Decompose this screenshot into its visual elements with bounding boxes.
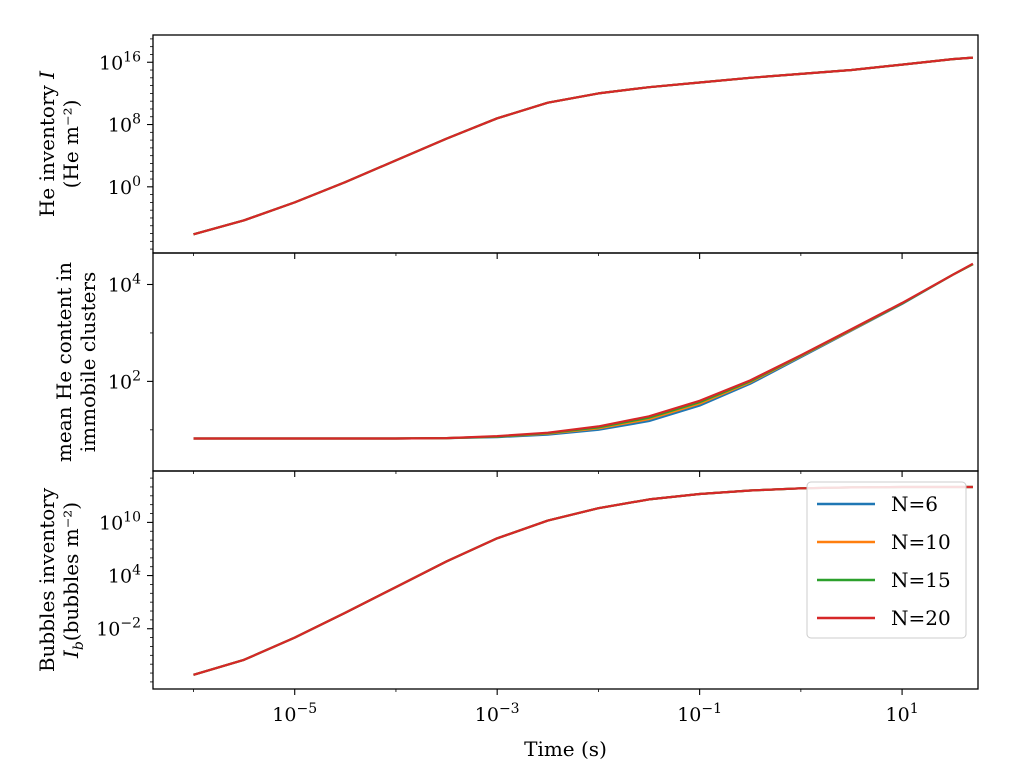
series-group	[193, 56, 973, 236]
legend-label: N=6	[891, 492, 938, 516]
legend-item: N=15	[817, 568, 951, 592]
y-axis-label: mean He content inimmobile clusters	[52, 262, 100, 462]
panels: 1016 108 100 He inventory I(He m⁻²) 104 102 me…	[35, 34, 979, 761]
series-line-n-20	[193, 262, 974, 440]
y-tick-label: 1010	[99, 509, 141, 534]
legend-label: N=10	[891, 530, 951, 554]
y-axis-label: Bubbles inventoryIb(bubbles m⁻²)	[35, 487, 87, 672]
legend-label: N=20	[891, 606, 951, 630]
legend: N=6 N=10 N=15 N=20	[806, 481, 967, 639]
series-line-n-20	[193, 56, 973, 236]
legend-item: N=20	[817, 606, 951, 630]
y-tick-label: 1016	[99, 49, 141, 74]
legend-box	[806, 481, 967, 639]
panel-middle: 104 102 mean He content inimmobile cluster…	[52, 252, 979, 477]
legend-item: N=10	[817, 530, 951, 554]
y-tick-label: 100	[108, 174, 141, 199]
x-tick-label: 101	[886, 701, 919, 726]
y-tick-label: 104	[108, 271, 141, 296]
axes-frame	[152, 470, 979, 690]
legend-label: N=15	[891, 568, 951, 592]
y-tick-label: 102	[108, 368, 141, 393]
x-tick-label: 10−1	[677, 701, 722, 726]
x-axis-label: Time (s)	[524, 737, 607, 761]
x-tick-label: 10−3	[475, 701, 520, 726]
panel-bottom: 1010 104 10−2 Bubbles inventoryIb(bubbles m…	[35, 470, 979, 761]
y-axis-label: He inventory I(He m⁻²)	[35, 70, 83, 217]
series-group	[193, 262, 974, 440]
y-tick-label: 108	[108, 112, 141, 137]
x-tick-label: 10−5	[272, 701, 317, 726]
y-tick-label: 10−2	[96, 616, 141, 641]
y-tick-label: 104	[108, 563, 141, 588]
panel-top: 1016 108 100 He inventory I(He m⁻²)	[35, 34, 979, 259]
legend-item: N=6	[817, 492, 938, 516]
